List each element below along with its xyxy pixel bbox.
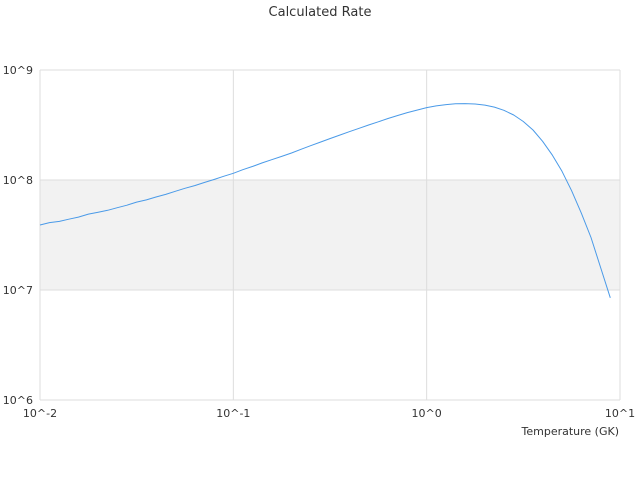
y-tick-label: 10^8 bbox=[3, 174, 33, 187]
grid-bands bbox=[40, 180, 620, 290]
x-axis-label: Temperature (GK) bbox=[521, 425, 620, 438]
x-tick-labels: 10^-2 10^-1 10^0 10^1 bbox=[23, 407, 635, 420]
y-tick-label: 10^7 bbox=[3, 284, 33, 297]
x-tick-label: 10^-2 bbox=[23, 407, 57, 420]
grid-band bbox=[40, 180, 620, 290]
y-tick-label: 10^9 bbox=[3, 64, 33, 77]
y-tick-labels: 10^6 10^7 10^8 10^9 bbox=[3, 64, 33, 407]
chart-title: Calculated Rate bbox=[269, 5, 372, 20]
grid-lines bbox=[39, 69, 621, 401]
series-line bbox=[39, 103, 611, 298]
x-tick-label: 10^-1 bbox=[216, 407, 250, 420]
series-layer bbox=[39, 103, 611, 298]
y-tick-label: 10^6 bbox=[3, 394, 33, 407]
x-tick-label: 10^0 bbox=[412, 407, 442, 420]
x-tick-label: 10^1 bbox=[605, 407, 635, 420]
